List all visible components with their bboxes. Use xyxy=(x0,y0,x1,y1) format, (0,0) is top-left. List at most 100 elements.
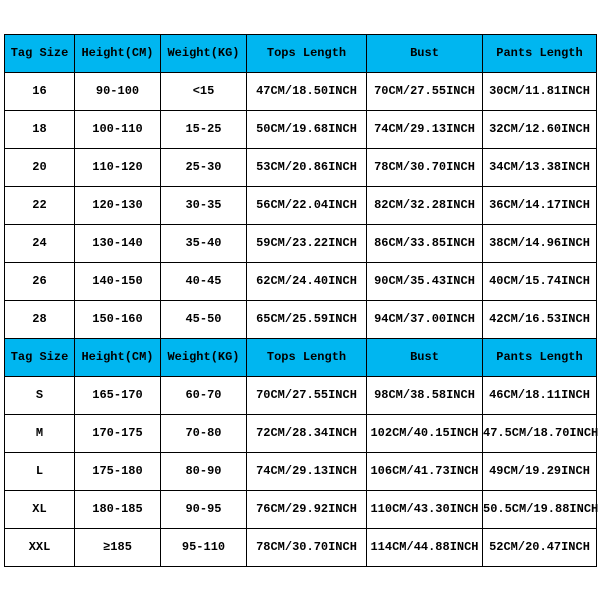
table-cell: 110-120 xyxy=(75,148,161,186)
table-cell: 25-30 xyxy=(161,148,247,186)
table-cell: 74CM/29.13INCH xyxy=(247,452,367,490)
table-cell: 90-95 xyxy=(161,490,247,528)
column-header: Height(CM) xyxy=(75,34,161,72)
table-cell: 50CM/19.68INCH xyxy=(247,110,367,148)
table-cell: 34CM/13.38INCH xyxy=(483,148,597,186)
table-cell: 98CM/38.58INCH xyxy=(367,376,483,414)
table-cell: 22 xyxy=(5,186,75,224)
table-cell: 24 xyxy=(5,224,75,262)
table-cell: 59CM/23.22INCH xyxy=(247,224,367,262)
table-cell: 74CM/29.13INCH xyxy=(367,110,483,148)
table-row: 24130-14035-4059CM/23.22INCH86CM/33.85IN… xyxy=(5,224,597,262)
table-cell: 175-180 xyxy=(75,452,161,490)
table-cell: 95-110 xyxy=(161,528,247,566)
table-row: 22120-13030-3556CM/22.04INCH82CM/32.28IN… xyxy=(5,186,597,224)
table-row: 28150-16045-5065CM/25.59INCH94CM/37.00IN… xyxy=(5,300,597,338)
table-cell: XL xyxy=(5,490,75,528)
table-row: M170-17570-8072CM/28.34INCH102CM/40.15IN… xyxy=(5,414,597,452)
table-cell: 65CM/25.59INCH xyxy=(247,300,367,338)
table-row: 20110-12025-3053CM/20.86INCH78CM/30.70IN… xyxy=(5,148,597,186)
column-header: Weight(KG) xyxy=(161,34,247,72)
table-cell: 150-160 xyxy=(75,300,161,338)
table-cell: 70CM/27.55INCH xyxy=(247,376,367,414)
table-row: XXL≥18595-11078CM/30.70INCH114CM/44.88IN… xyxy=(5,528,597,566)
table-cell: 30-35 xyxy=(161,186,247,224)
column-header: Bust xyxy=(367,34,483,72)
table-cell: 80-90 xyxy=(161,452,247,490)
table-cell: 45-50 xyxy=(161,300,247,338)
table-cell: 52CM/20.47INCH xyxy=(483,528,597,566)
table-cell: 70CM/27.55INCH xyxy=(367,72,483,110)
table-cell: XXL xyxy=(5,528,75,566)
table-cell: 106CM/41.73INCH xyxy=(367,452,483,490)
column-header: Tag Size xyxy=(5,34,75,72)
table-row: 26140-15040-4562CM/24.40INCH90CM/35.43IN… xyxy=(5,262,597,300)
column-header: Tag Size xyxy=(5,338,75,376)
table-cell: 50.5CM/19.88INCH xyxy=(483,490,597,528)
table-cell: 40CM/15.74INCH xyxy=(483,262,597,300)
table-cell: 60-70 xyxy=(161,376,247,414)
table-cell: 78CM/30.70INCH xyxy=(247,528,367,566)
table-cell: S xyxy=(5,376,75,414)
table-cell: 165-170 xyxy=(75,376,161,414)
table-cell: 38CM/14.96INCH xyxy=(483,224,597,262)
table-cell: 70-80 xyxy=(161,414,247,452)
table-header-row: Tag SizeHeight(CM)Weight(KG)Tops LengthB… xyxy=(5,338,597,376)
table-cell: 72CM/28.34INCH xyxy=(247,414,367,452)
table-cell: 90-100 xyxy=(75,72,161,110)
table-cell: 46CM/18.11INCH xyxy=(483,376,597,414)
table-cell: 78CM/30.70INCH xyxy=(367,148,483,186)
column-header: Tops Length xyxy=(247,34,367,72)
table-cell: 20 xyxy=(5,148,75,186)
table-header-row: Tag SizeHeight(CM)Weight(KG)Tops LengthB… xyxy=(5,34,597,72)
table-cell: 30CM/11.81INCH xyxy=(483,72,597,110)
column-header: Pants Length xyxy=(483,34,597,72)
table-cell: 102CM/40.15INCH xyxy=(367,414,483,452)
table-cell: 53CM/20.86INCH xyxy=(247,148,367,186)
table-cell: 28 xyxy=(5,300,75,338)
table-cell: 42CM/16.53INCH xyxy=(483,300,597,338)
table-cell: 114CM/44.88INCH xyxy=(367,528,483,566)
table-cell: ≥185 xyxy=(75,528,161,566)
table-cell: 40-45 xyxy=(161,262,247,300)
table-cell: 170-175 xyxy=(75,414,161,452)
table-cell: 49CM/19.29INCH xyxy=(483,452,597,490)
table-cell: 15-25 xyxy=(161,110,247,148)
table-row: S165-17060-7070CM/27.55INCH98CM/38.58INC… xyxy=(5,376,597,414)
table-cell: L xyxy=(5,452,75,490)
table-cell: 90CM/35.43INCH xyxy=(367,262,483,300)
table-cell: 32CM/12.60INCH xyxy=(483,110,597,148)
table-cell: 62CM/24.40INCH xyxy=(247,262,367,300)
table-cell: 56CM/22.04INCH xyxy=(247,186,367,224)
size-chart-table: Tag SizeHeight(CM)Weight(KG)Tops LengthB… xyxy=(4,34,597,567)
table-body: Tag SizeHeight(CM)Weight(KG)Tops LengthB… xyxy=(5,34,597,566)
table-cell: 82CM/32.28INCH xyxy=(367,186,483,224)
table-cell: 18 xyxy=(5,110,75,148)
column-header: Tops Length xyxy=(247,338,367,376)
column-header: Weight(KG) xyxy=(161,338,247,376)
table-cell: 26 xyxy=(5,262,75,300)
table-row: XL180-18590-9576CM/29.92INCH110CM/43.30I… xyxy=(5,490,597,528)
table-cell: M xyxy=(5,414,75,452)
table-cell: 140-150 xyxy=(75,262,161,300)
table-cell: 110CM/43.30INCH xyxy=(367,490,483,528)
size-chart-container: Tag SizeHeight(CM)Weight(KG)Tops LengthB… xyxy=(4,34,596,567)
column-header: Height(CM) xyxy=(75,338,161,376)
table-cell: 35-40 xyxy=(161,224,247,262)
table-cell: 36CM/14.17INCH xyxy=(483,186,597,224)
table-cell: 86CM/33.85INCH xyxy=(367,224,483,262)
table-cell: 47.5CM/18.70INCH xyxy=(483,414,597,452)
column-header: Pants Length xyxy=(483,338,597,376)
table-row: 18100-11015-2550CM/19.68INCH74CM/29.13IN… xyxy=(5,110,597,148)
table-cell: 16 xyxy=(5,72,75,110)
table-cell: 94CM/37.00INCH xyxy=(367,300,483,338)
table-cell: <15 xyxy=(161,72,247,110)
table-cell: 47CM/18.50INCH xyxy=(247,72,367,110)
table-row: 1690-100<1547CM/18.50INCH70CM/27.55INCH3… xyxy=(5,72,597,110)
column-header: Bust xyxy=(367,338,483,376)
table-cell: 76CM/29.92INCH xyxy=(247,490,367,528)
table-cell: 130-140 xyxy=(75,224,161,262)
table-row: L175-18080-9074CM/29.13INCH106CM/41.73IN… xyxy=(5,452,597,490)
table-cell: 120-130 xyxy=(75,186,161,224)
table-cell: 100-110 xyxy=(75,110,161,148)
